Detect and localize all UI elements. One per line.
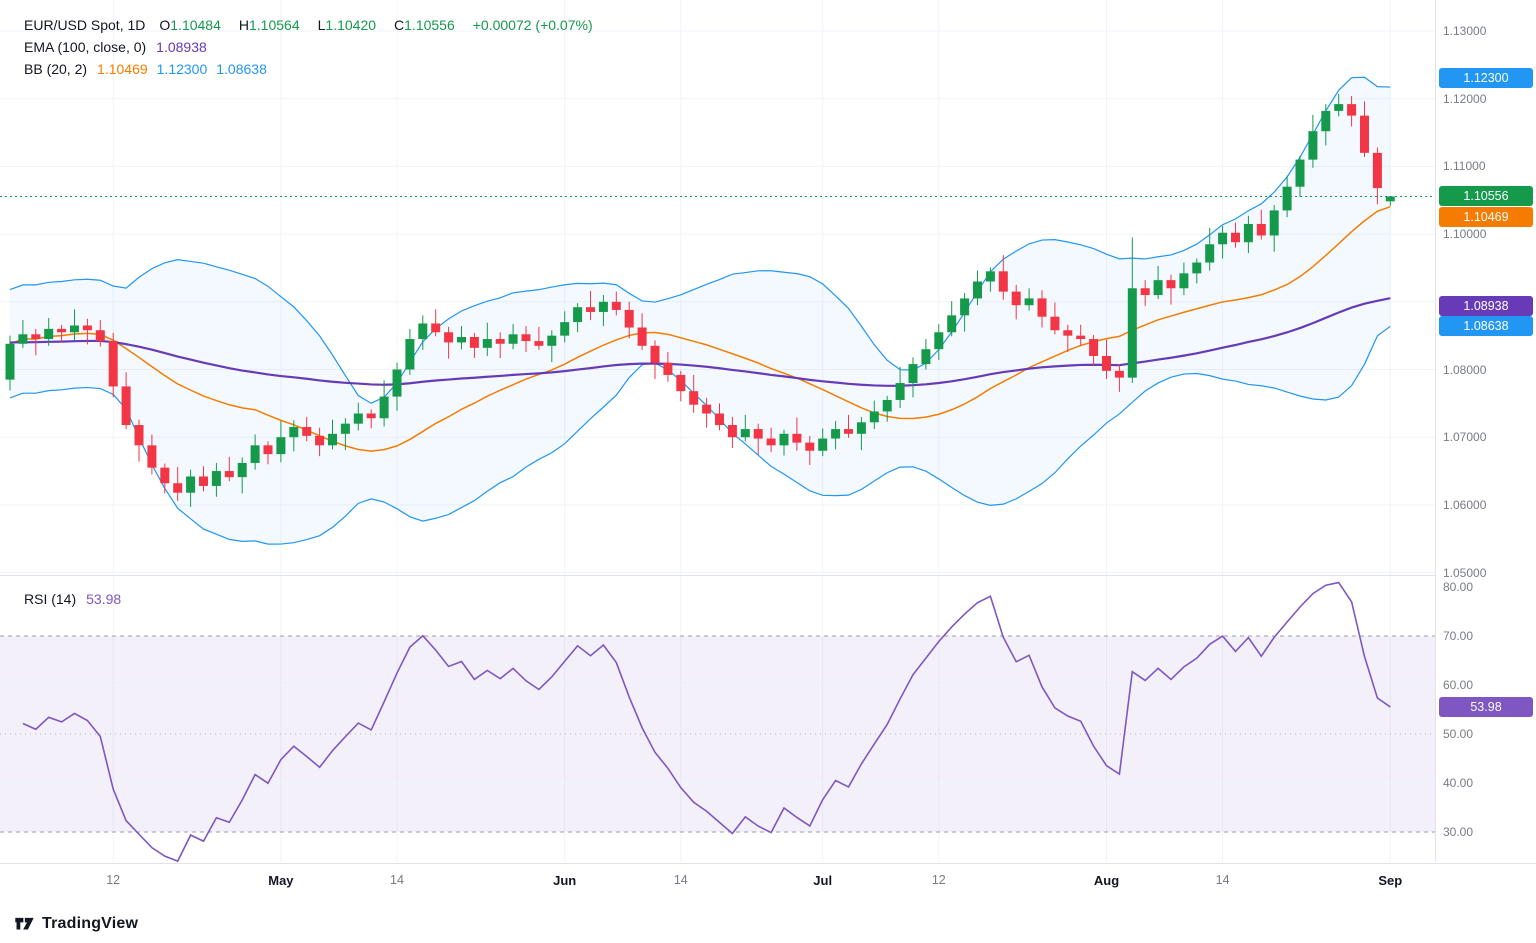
- axis-tick-label: 30.00: [1443, 825, 1474, 839]
- price-badge-ema: 1.08938: [1439, 295, 1533, 316]
- ema-value: 1.08938: [156, 39, 207, 55]
- ohlc-open: O1.10484: [159, 17, 230, 33]
- bb-lower-value: 1.08638: [216, 61, 267, 77]
- pane-separator[interactable]: [0, 575, 1536, 576]
- candles-layer: [5, 93, 1395, 507]
- time-axis-label: 12: [931, 873, 946, 887]
- bb-label: BB (20, 2): [24, 61, 88, 77]
- low-value: 1.10420: [325, 17, 377, 33]
- price-axis[interactable]: 1.130001.120001.110001.100001.090001.080…: [1435, 0, 1536, 862]
- close-letter: C: [394, 17, 405, 33]
- time-axis-label: Sep: [1378, 873, 1403, 888]
- axis-tick-label: 60.00: [1443, 678, 1474, 692]
- axis-tick-label: 50.00: [1443, 727, 1474, 741]
- bb-basis-value: 1.10469: [97, 61, 148, 77]
- axis-tick-label: 40.00: [1443, 776, 1474, 790]
- bb-upper-value: 1.12300: [156, 61, 208, 77]
- axis-tick-label: 1.08000: [1443, 362, 1487, 377]
- high-letter: H: [238, 17, 249, 33]
- change-value: +0.00072 (+0.07%): [472, 17, 593, 33]
- time-axis-label: 12: [106, 873, 121, 887]
- time-axis-label: Jul: [813, 873, 833, 888]
- symbol-title: EUR/USD Spot, 1D: [24, 17, 146, 33]
- time-axis-label: 14: [673, 873, 688, 887]
- price-badge-last-price: 1.10556: [1439, 186, 1533, 207]
- ohlc-high: H1.10564: [239, 17, 309, 33]
- time-axis-label: 14: [390, 873, 404, 887]
- gridlines: [0, 0, 1435, 862]
- close-value: 1.10556: [404, 17, 455, 33]
- ema-label: EMA (100, close, 0): [24, 39, 147, 55]
- axis-tick-label: 1.05000: [1443, 565, 1487, 580]
- bb-indicator-row[interactable]: BB (20, 2) 1.10469 1.12300 1.08638: [24, 58, 602, 80]
- rsi-line: [22, 581, 1391, 862]
- axis-tick-label: 1.11000: [1443, 159, 1486, 174]
- bb-fill: [10, 77, 1391, 545]
- axis-tick-label: 70.00: [1443, 629, 1474, 643]
- axis-tick-label: 80.00: [1443, 580, 1474, 594]
- symbol-row[interactable]: EUR/USD Spot, 1D O1.10484 H1.10564 L1.10…: [24, 14, 602, 36]
- low-letter: L: [317, 17, 326, 33]
- tradingview-branding[interactable]: TradingView: [14, 913, 138, 934]
- bb-upper-line: [9, 76, 1391, 404]
- time-axis-label: May: [268, 873, 294, 888]
- bb-lower-line: [9, 325, 1391, 545]
- price-chart-canvas[interactable]: [0, 0, 1435, 862]
- price-badge-bb-lower: 1.08638: [1439, 316, 1533, 337]
- bb-basis-line: [9, 205, 1391, 452]
- time-axis-label: Jun: [553, 873, 577, 888]
- ema-line: [9, 297, 1391, 387]
- open-letter: O: [159, 17, 171, 33]
- axis-tick-label: 1.13000: [1443, 24, 1487, 38]
- rsi-indicator-row[interactable]: RSI (14) 53.98: [24, 588, 130, 610]
- time-axis-label: Aug: [1093, 873, 1120, 888]
- price-badge-bb-basis: 1.10469: [1439, 207, 1533, 228]
- axis-tick-label: 1.10000: [1443, 227, 1487, 242]
- ohlc-low: L1.10420: [318, 17, 385, 33]
- axis-tick-label: 1.06000: [1443, 497, 1487, 512]
- rsi-legend: RSI (14) 53.98: [24, 588, 130, 610]
- time-axis-label: 14: [1215, 873, 1230, 887]
- brand-text: TradingView: [42, 914, 139, 932]
- axis-tick-label: 1.12000: [1443, 91, 1487, 106]
- rsi-value: 53.98: [86, 591, 122, 607]
- open-value: 1.10484: [170, 17, 221, 33]
- time-axis[interactable]: 12 May 14 Jun 14 Jul 12 Aug 14 Sep: [0, 863, 1536, 901]
- ohlc-close: C1.10556: [394, 17, 464, 33]
- tradingview-logo-icon: [15, 917, 34, 930]
- ema-indicator-row[interactable]: EMA (100, close, 0) 1.08938: [24, 36, 602, 58]
- rsi-label: RSI (14): [24, 591, 77, 607]
- high-value: 1.10564: [249, 17, 300, 33]
- axis-tick-label: 1.07000: [1443, 430, 1487, 445]
- rsi-value-badge: 53.98: [1439, 696, 1533, 717]
- main-legend: EUR/USD Spot, 1D O1.10484 H1.10564 L1.10…: [24, 14, 602, 80]
- price-badge-bb-upper: 1.12300: [1439, 68, 1533, 89]
